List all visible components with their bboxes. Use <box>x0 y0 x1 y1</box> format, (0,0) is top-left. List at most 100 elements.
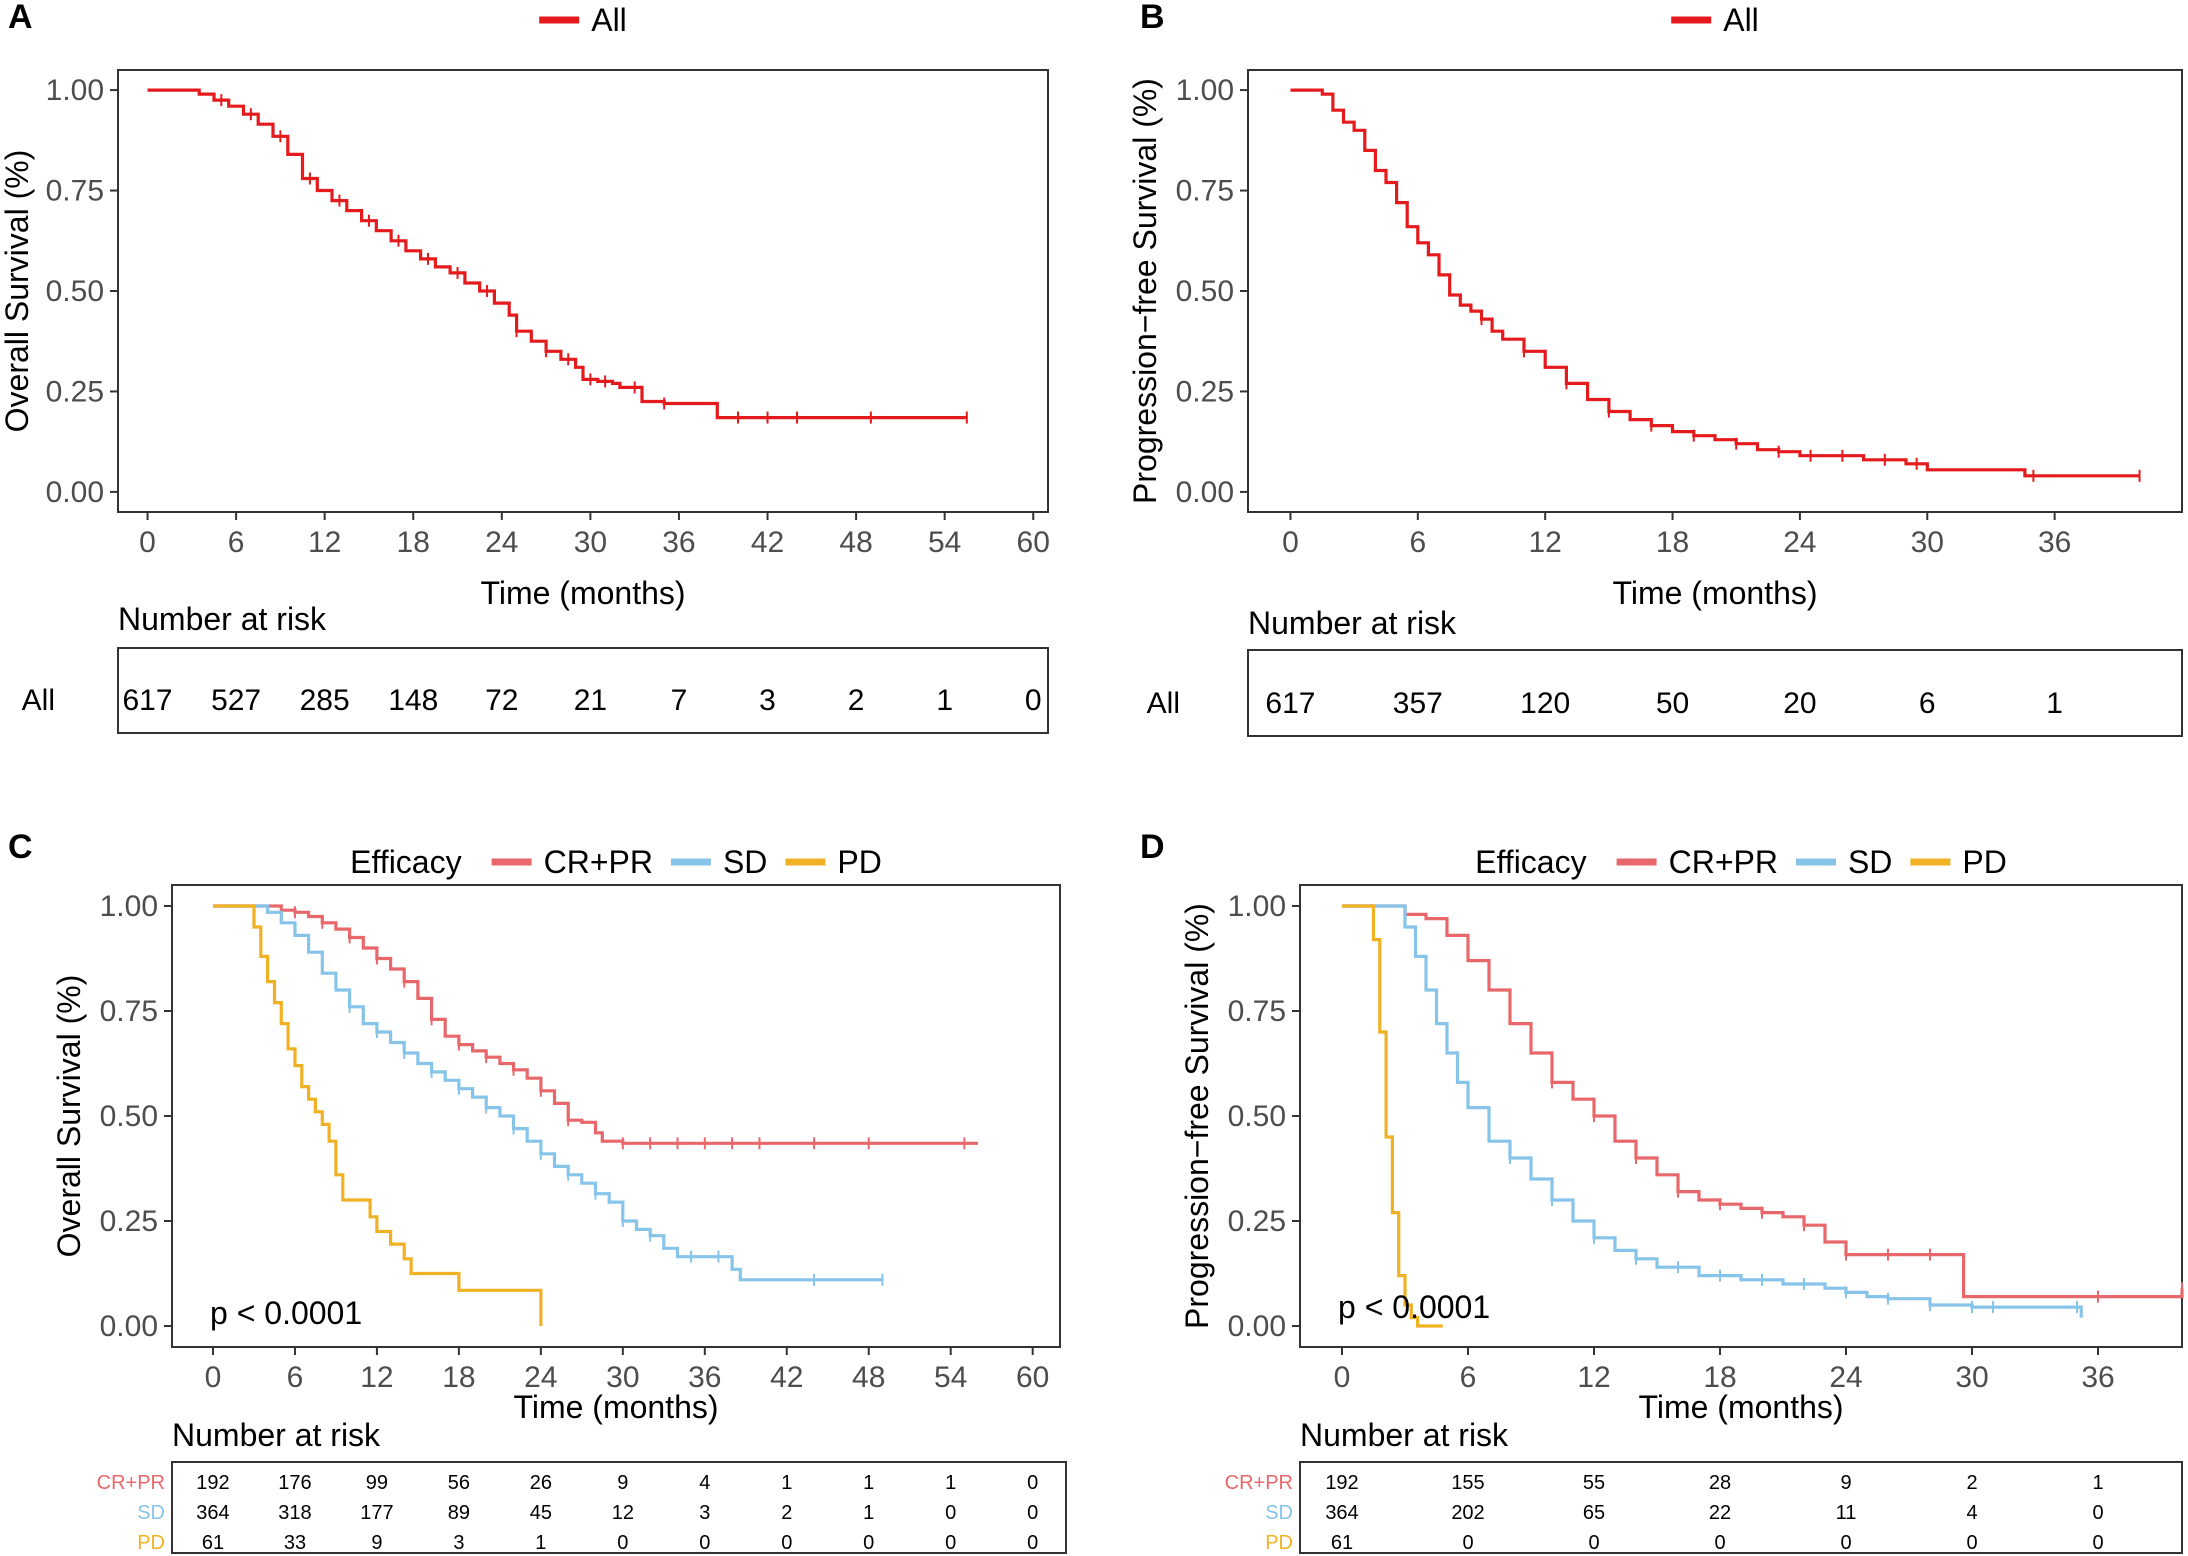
risk-count: 1 <box>945 1472 956 1494</box>
risk-count: 364 <box>1325 1502 1358 1524</box>
plot-frame <box>171 884 1061 1348</box>
x-tick-label: 12 <box>1577 1361 1610 1394</box>
y-tick-label: 0.25 <box>1228 1205 1286 1238</box>
risk-count: 0 <box>2092 1532 2103 1554</box>
y-tick-label: 1.00 <box>100 890 158 923</box>
x-tick-label: 42 <box>770 1361 803 1394</box>
y-tick-label: 0.50 <box>46 275 104 308</box>
risk-row-label: All <box>22 684 55 717</box>
x-tick-label: 0 <box>1334 1361 1351 1394</box>
risk-count: 0 <box>2092 1502 2103 1524</box>
risk-count: 176 <box>278 1472 311 1494</box>
risk-count: 0 <box>1588 1532 1599 1554</box>
x-tick-label: 36 <box>662 526 695 559</box>
x-axis-title: Time (months) <box>480 575 685 611</box>
y-tick-label: 0.75 <box>1176 175 1234 208</box>
x-tick-label: 36 <box>2081 1361 2114 1394</box>
risk-count: 2 <box>781 1502 792 1524</box>
x-tick-label: 54 <box>934 1361 967 1394</box>
risk-count: 0 <box>1714 1532 1725 1554</box>
panel-A: A0.000.250.500.751.000 6 12 18 24 30 36 42 48 54 6… <box>0 0 1050 734</box>
risk-count: 12 <box>612 1502 634 1524</box>
risk-count: 33 <box>284 1532 306 1554</box>
x-tick-label: 0 <box>205 1361 222 1394</box>
x-tick-label: 18 <box>1703 1361 1736 1394</box>
risk-count: 99 <box>366 1472 388 1494</box>
risk-count: 89 <box>448 1502 470 1524</box>
risk-count: 155 <box>1451 1472 1484 1494</box>
risk-count: 7 <box>671 684 688 717</box>
risk-count: 9 <box>371 1532 382 1554</box>
y-tick-label: 0.00 <box>100 1310 158 1343</box>
legend: All <box>1671 2 1759 38</box>
panel-B: B 0.00 0.25 0.50 0.75 1.00 0 6 12 18 24 30 36 Time (m… <box>1127 0 2183 737</box>
risk-count: 0 <box>617 1532 628 1554</box>
y-tick-label: 0.00 <box>46 476 104 509</box>
risk-row-label: SD <box>137 1502 165 1524</box>
risk-count: 1 <box>936 684 953 717</box>
x-axis-title: Time (months) <box>1612 575 1817 611</box>
risk-count: 0 <box>1027 1502 1038 1524</box>
risk-count: 56 <box>448 1472 470 1494</box>
km-curve-sd <box>213 904 883 1282</box>
risk-count: 202 <box>1451 1502 1484 1524</box>
y-tick-label: 0.75 <box>100 995 158 1028</box>
p-value: p < 0.0001 <box>210 1295 362 1331</box>
risk-count: 9 <box>617 1472 628 1494</box>
risk-count: 285 <box>300 684 350 717</box>
legend-label: All <box>1723 2 1759 38</box>
panel-C: C0.000.250.500.751.000 6 12 18 24 30 36 42 48 54 6… <box>8 828 1067 1554</box>
risk-table-title: Number at risk <box>1248 605 1457 641</box>
x-tick-label: 54 <box>928 526 961 559</box>
panel-letter: B <box>1140 0 1165 36</box>
risk-table-title: Number at risk <box>118 601 327 637</box>
legend-label: All <box>591 2 627 38</box>
risk-count: 9 <box>1840 1472 1851 1494</box>
x-tick-label: 12 <box>360 1361 393 1394</box>
risk-count: 61 <box>202 1532 224 1554</box>
risk-count: 617 <box>122 684 172 717</box>
risk-count: 148 <box>388 684 438 717</box>
y-axis-title: Overall Survival (%) <box>0 150 35 433</box>
risk-count: 364 <box>196 1502 229 1524</box>
y-tick-label: 0.25 <box>46 375 104 408</box>
risk-count: 0 <box>863 1532 874 1554</box>
x-tick-label: 18 <box>1656 526 1689 559</box>
risk-count: 2 <box>848 684 865 717</box>
y-tick-label: 0.75 <box>1228 995 1286 1028</box>
km-curve-cr-pr <box>213 904 978 1145</box>
risk-count: 0 <box>1027 1472 1038 1494</box>
risk-count: 0 <box>1462 1532 1473 1554</box>
km-curve-cr-pr <box>1342 904 2184 1299</box>
y-tick-label: 0.25 <box>1176 375 1234 408</box>
risk-count: 4 <box>1966 1502 1977 1524</box>
risk-count: 3 <box>699 1502 710 1524</box>
risk-count: 1 <box>863 1502 874 1524</box>
y-axis-title: Progression−free Survival (%) <box>1127 78 1163 504</box>
x-tick-label: 12 <box>308 526 341 559</box>
y-tick-label: 1.00 <box>1176 74 1234 107</box>
risk-count: 1 <box>2092 1472 2103 1494</box>
km-curve-all <box>1290 88 2140 478</box>
plot-frame <box>117 69 1049 513</box>
risk-count: 318 <box>278 1502 311 1524</box>
y-axis-title: Progression−free Survival (%) <box>1179 903 1215 1329</box>
risk-row-label: All <box>1147 687 1180 720</box>
panel-letter: C <box>8 828 33 866</box>
x-tick-label: 60 <box>1016 1361 1049 1394</box>
risk-count: 6 <box>1919 687 1936 720</box>
risk-table-title: Number at risk <box>1300 1417 1509 1453</box>
legend-label: CR+PR <box>544 844 653 880</box>
risk-count: 61 <box>1331 1532 1353 1554</box>
x-tick-label: 0 <box>139 526 156 559</box>
y-tick-label: 1.00 <box>1228 890 1286 923</box>
risk-count: 1 <box>535 1532 546 1554</box>
legend-label: SD <box>1848 844 1892 880</box>
risk-count: 1 <box>781 1472 792 1494</box>
legend-label: SD <box>723 844 767 880</box>
x-tick-label: 42 <box>751 526 784 559</box>
risk-count: 3 <box>453 1532 464 1554</box>
legend: All <box>539 2 627 38</box>
risk-count: 120 <box>1520 687 1570 720</box>
